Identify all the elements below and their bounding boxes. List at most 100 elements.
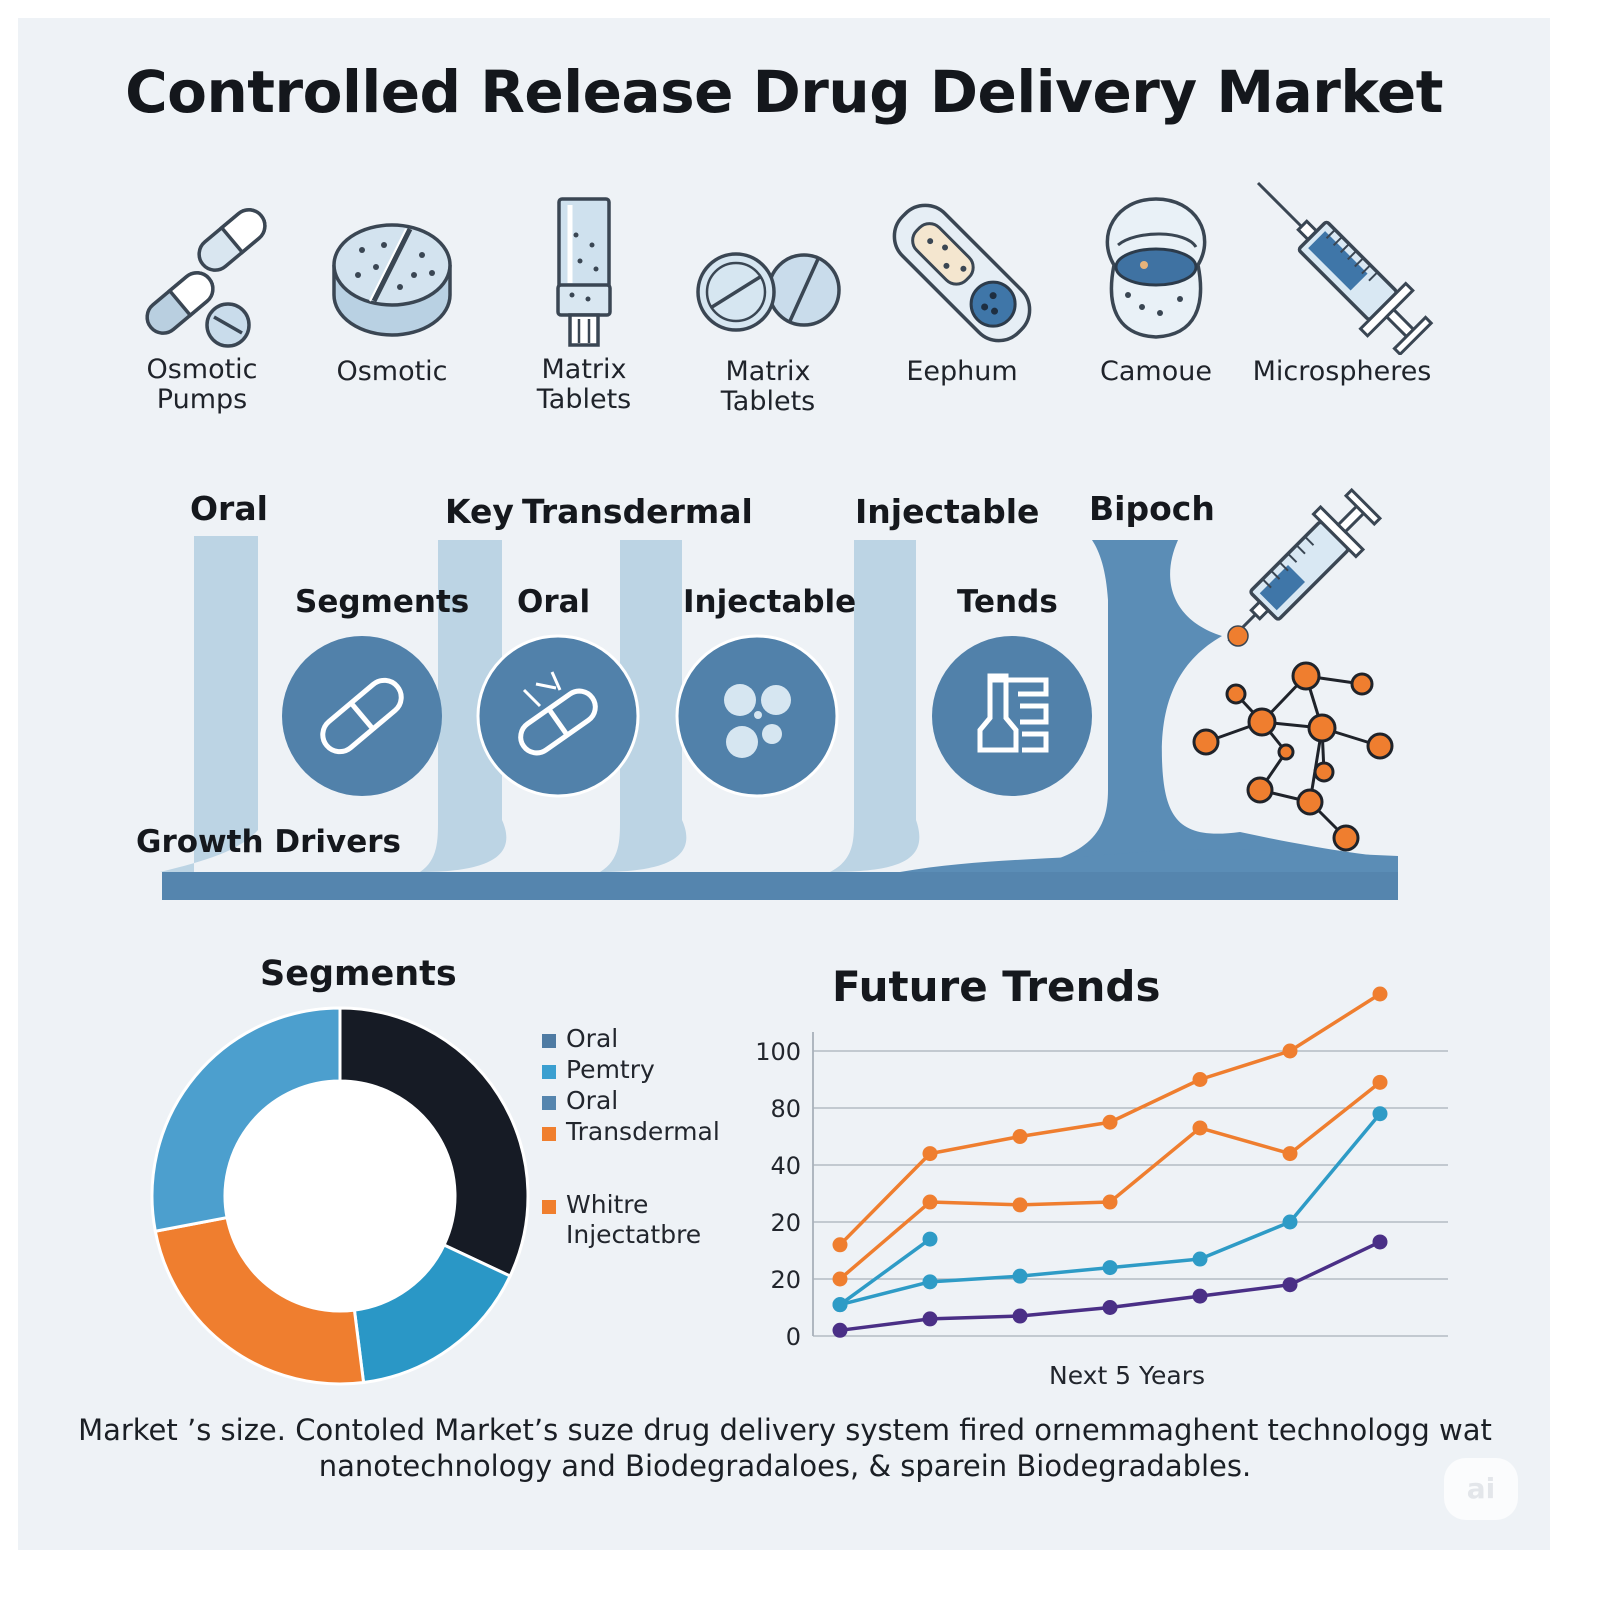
footer-text: Market ’s size. Contoled Market’s suze d… (60, 1412, 1510, 1484)
data-point (1102, 1260, 1118, 1276)
data-point (1372, 986, 1388, 1002)
segments-title: Segments (260, 954, 457, 994)
icon-item-osmotic-pumps: Osmotic Pumps (102, 195, 302, 425)
data-point (1192, 1120, 1208, 1136)
data-point (1192, 1251, 1208, 1267)
segment-circle (476, 634, 640, 798)
legend-swatch (542, 1200, 556, 1214)
band-pillar (160, 536, 258, 872)
data-point (1102, 1114, 1118, 1130)
segments-donut-chart (150, 1006, 530, 1386)
release-pill-icon (518, 671, 598, 756)
data-point (1282, 1277, 1298, 1293)
band-pillar (600, 540, 687, 872)
footer-line: Market ’s size. Contoled Market’s suze d… (78, 1413, 1492, 1447)
legend-label: Whitre Injectatbre (566, 1190, 702, 1249)
donut-slice (150, 1006, 342, 1233)
legend-item: Oral (542, 1086, 618, 1116)
band-pillar (420, 540, 507, 872)
data-point (832, 1271, 848, 1287)
donut-slice (338, 1006, 530, 1279)
data-point (1372, 1106, 1388, 1122)
legend-swatch (542, 1065, 556, 1079)
icon-label: Osmotic (336, 356, 448, 387)
icon-label: Osmotic Pumps (146, 354, 258, 415)
icon-item-camoue: Camoue (1056, 195, 1256, 425)
pill-icon (320, 677, 404, 755)
legend-item: Pemtry (542, 1055, 655, 1085)
data-point (832, 1322, 848, 1338)
capsule-cup-icon (1105, 197, 1207, 339)
data-point (922, 1194, 938, 1210)
icon-label: Matrix Tablets (720, 356, 816, 417)
data-point (1192, 1072, 1208, 1087)
legend-swatch (542, 1127, 556, 1141)
page-title: Controlled Release Drug Delivery Market (125, 58, 1443, 126)
icon-item-eephum: Eephum (862, 195, 1062, 425)
data-point (1012, 1129, 1028, 1144)
icon-label: Matrix Tablets (536, 354, 632, 415)
tablet-icon (332, 223, 452, 337)
legend-item: Whitre Injectatbre (542, 1190, 701, 1250)
data-point (1372, 1234, 1388, 1250)
icon-label: Camoue (1100, 356, 1212, 387)
y-tick-label: 100 (755, 1038, 801, 1066)
band-pillar (830, 540, 920, 872)
legend-item: Oral (542, 1024, 618, 1054)
legend-label: Oral (566, 1024, 619, 1053)
icon-label: Microspheres (1252, 356, 1432, 387)
legend-label: Pemtry (566, 1055, 655, 1084)
series-line (838, 1080, 1382, 1281)
data-point (922, 1231, 938, 1247)
y-tick-label: 0 (786, 1323, 801, 1351)
patch-icon (892, 203, 1032, 343)
band-label-transdermal: Transdermal (522, 492, 753, 531)
legend-swatch (542, 1034, 556, 1048)
data-point (1282, 1214, 1298, 1230)
data-point (1282, 1043, 1298, 1059)
syringe-icon (1227, 487, 1383, 643)
series-line (838, 1237, 932, 1307)
ai-watermark-logo: ai (1444, 1458, 1518, 1520)
capsules-icon (145, 208, 267, 348)
growth-drivers-label: Growth Drivers (136, 824, 401, 860)
band-label-key: Key (445, 492, 514, 531)
data-point (1372, 1074, 1388, 1090)
donut-slice (153, 1215, 366, 1386)
data-point (1012, 1268, 1028, 1284)
data-point (1282, 1146, 1298, 1162)
data-point (1012, 1308, 1028, 1324)
data-point (922, 1274, 938, 1290)
donut-hole (226, 1082, 454, 1310)
legend-swatch (542, 1096, 556, 1110)
future-trends-line-chart: 0 20 20 40 80 100 Next 5 Years (755, 986, 1448, 1390)
data-point (1012, 1197, 1028, 1213)
trends-icon (977, 673, 1049, 753)
future-trends-title: Future Trends (832, 962, 1161, 1011)
legend-label: Transdermal (566, 1117, 720, 1146)
sub-label-injectable: Injectable (683, 584, 857, 620)
data-point (922, 1311, 938, 1327)
band-label-oral: Oral (190, 489, 268, 528)
segment-circle (932, 636, 1092, 796)
data-point (832, 1237, 848, 1253)
band-label-bipoch: Bipoch (1089, 489, 1215, 528)
footer-line: nanotechnology and Biodegradaloes, & spa… (318, 1449, 1252, 1483)
data-point (1102, 1194, 1118, 1210)
legend-label: Oral (566, 1086, 619, 1115)
icon-item-matrix-tablets-2: Matrix Tablets (668, 195, 868, 425)
band-base-wave (900, 849, 1398, 872)
icon-label: Eephum (906, 356, 1018, 387)
data-point (1102, 1300, 1118, 1315)
sub-label-segments: Segments (295, 584, 470, 620)
data-point (1192, 1288, 1208, 1304)
x-axis-label: Next 5 Years (1049, 1361, 1205, 1390)
scored-tablets-icon (696, 252, 841, 332)
band-base (162, 872, 1398, 900)
icon-item-osmotic: Osmotic (292, 195, 492, 425)
y-tick-label: 80 (770, 1095, 801, 1123)
icon-item-microspheres: Microspheres (1242, 175, 1442, 425)
sub-label-tends: Tends (957, 584, 1058, 620)
droplet-icon (1227, 625, 1249, 647)
